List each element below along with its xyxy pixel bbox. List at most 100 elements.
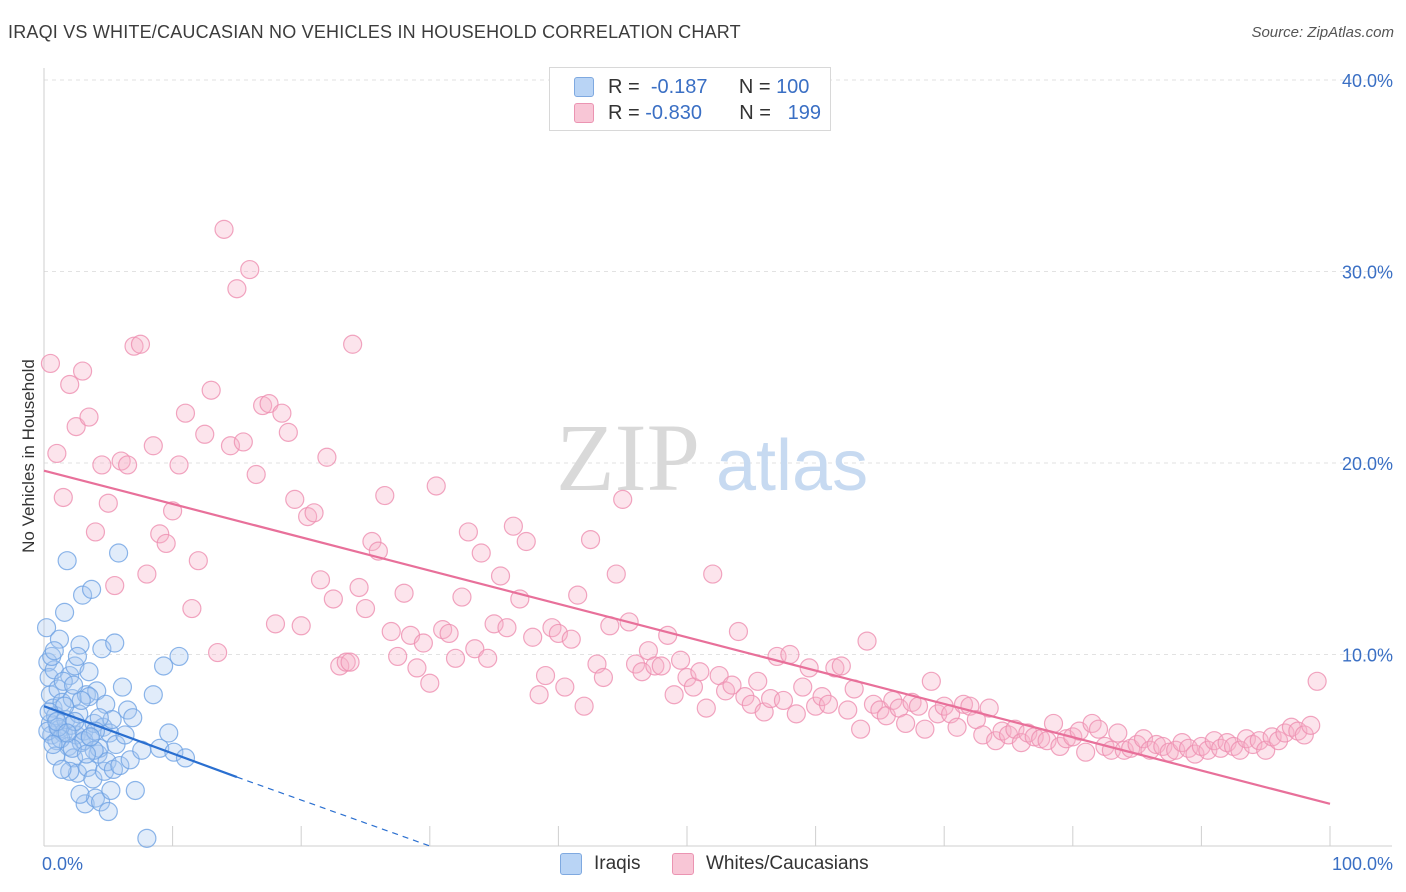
iraqis-trend-line [43, 705, 238, 779]
white-point [98, 493, 118, 513]
white-point [246, 464, 266, 485]
white-point [169, 455, 189, 475]
white-point [838, 700, 858, 720]
white-point [915, 719, 935, 739]
white-point [310, 570, 331, 590]
iraqi-point [169, 646, 189, 667]
white-point [1301, 715, 1321, 735]
watermark-zip: ZIP [556, 404, 700, 511]
iraqi-point [153, 656, 174, 676]
white-point [696, 698, 716, 718]
white-point [516, 531, 536, 552]
iraqi-point [67, 646, 88, 667]
white-point [529, 685, 549, 705]
white-point [658, 625, 678, 645]
white-point [79, 407, 99, 427]
iraqi-point [110, 755, 130, 776]
white-point [407, 658, 427, 678]
y-tick-label: 30.0% [1342, 263, 1393, 283]
legend-r-value: -0.830 [645, 101, 702, 124]
white-point [137, 564, 157, 584]
white-point [208, 642, 228, 663]
white-point [420, 673, 440, 693]
iraqi-point [83, 769, 103, 789]
white-point [606, 564, 626, 584]
watermark: ZIP atlas [556, 404, 868, 511]
y-tick-label: 20.0% [1342, 454, 1393, 474]
white-point [1076, 742, 1096, 762]
white-point [201, 380, 221, 400]
white-point [1088, 719, 1109, 739]
white-point [625, 654, 646, 674]
iraqi-point [159, 723, 179, 743]
series-swatch-iraqis [560, 853, 582, 875]
white-point [375, 485, 395, 506]
white-point [523, 627, 543, 647]
white-point [465, 639, 485, 659]
whites-trend-line [43, 469, 1331, 805]
legend-n-label: N = [738, 75, 771, 98]
iraqi-point [76, 744, 97, 764]
white-point [349, 577, 369, 598]
whites-points [40, 219, 1327, 764]
iraqi-point [43, 734, 63, 755]
white-point [452, 587, 472, 607]
white-point [780, 644, 800, 665]
legend-swatch-iraqis [574, 77, 594, 97]
white-point [47, 443, 67, 464]
white-point [105, 575, 125, 596]
white-point [40, 353, 61, 374]
white-point [259, 394, 279, 414]
iraqi-point [123, 708, 143, 728]
legend-n-value: 199 [787, 101, 821, 124]
iraqi-point [70, 635, 90, 655]
white-point [195, 424, 215, 444]
white-point [857, 631, 877, 651]
series-label-iraqis: Iraqis [594, 853, 641, 874]
white-point [227, 279, 247, 299]
white-point [143, 436, 163, 456]
iraqi-point [98, 801, 118, 822]
white-point [561, 629, 581, 649]
white-point [812, 687, 832, 707]
iraqi-point [63, 675, 84, 695]
white-point [285, 489, 305, 509]
white-point [1185, 744, 1205, 764]
source-label: Source: ZipAtlas.com [1251, 24, 1394, 41]
white-point [340, 652, 360, 672]
white-point [1307, 671, 1327, 691]
white-point [593, 667, 614, 688]
white-point [66, 417, 86, 437]
iraqi-point [125, 780, 145, 801]
white-point [388, 646, 408, 667]
white-point [503, 516, 523, 536]
grid-lines [44, 79, 1392, 655]
white-point [355, 598, 376, 619]
iraqis-points [36, 543, 196, 848]
white-point [272, 403, 292, 423]
white-point [240, 259, 260, 280]
white-point [1268, 731, 1289, 751]
white-point [947, 717, 967, 737]
iraqi-point [87, 681, 107, 701]
y-tick-label: 40.0% [1342, 71, 1393, 91]
iraqi-point [49, 629, 70, 649]
iraqi-point [36, 618, 57, 638]
iraqi-point [105, 633, 125, 653]
white-point [535, 665, 556, 686]
legend-n-label: N = [739, 101, 771, 124]
iraqi-point [57, 723, 77, 743]
white-point [735, 687, 755, 707]
iraqi-point [97, 752, 117, 772]
iraqi-point [60, 761, 80, 781]
white-point [722, 675, 742, 695]
white-point [304, 503, 324, 523]
white-point [85, 522, 106, 542]
legend-r-label: R = [608, 101, 640, 124]
white-point [117, 455, 138, 475]
iraqi-point [79, 662, 99, 682]
iraqi-point [137, 828, 157, 848]
white-point [613, 489, 633, 509]
x-tick-label: 100.0% [1332, 854, 1393, 874]
legend-n-value: 100 [776, 75, 810, 98]
